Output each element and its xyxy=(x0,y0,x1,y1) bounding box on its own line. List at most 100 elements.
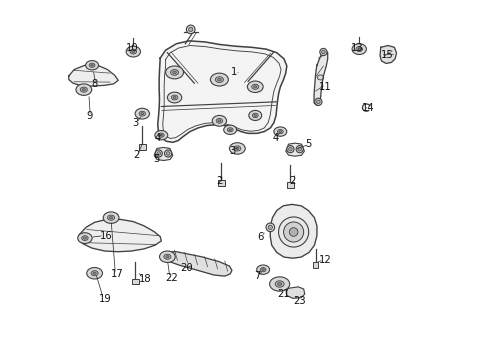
Ellipse shape xyxy=(235,147,239,150)
Text: 5: 5 xyxy=(152,154,159,164)
Circle shape xyxy=(316,100,320,104)
Ellipse shape xyxy=(227,128,233,132)
Ellipse shape xyxy=(273,127,286,136)
Ellipse shape xyxy=(76,84,92,95)
Text: 17: 17 xyxy=(111,269,123,279)
Text: 6: 6 xyxy=(257,232,263,242)
Text: 16: 16 xyxy=(100,231,112,240)
Ellipse shape xyxy=(261,269,264,271)
Polygon shape xyxy=(379,45,396,63)
Text: 18: 18 xyxy=(139,274,151,284)
Text: 21: 21 xyxy=(276,289,289,299)
Text: 2: 2 xyxy=(133,150,140,160)
Ellipse shape xyxy=(210,73,228,86)
Ellipse shape xyxy=(275,281,284,287)
Ellipse shape xyxy=(247,81,263,93)
Ellipse shape xyxy=(215,77,223,82)
Text: 20: 20 xyxy=(180,263,192,273)
Polygon shape xyxy=(69,65,118,86)
Circle shape xyxy=(283,222,303,242)
Text: 11: 11 xyxy=(319,82,331,93)
Circle shape xyxy=(289,228,297,236)
Polygon shape xyxy=(285,287,304,298)
Text: 7: 7 xyxy=(253,271,260,281)
Circle shape xyxy=(188,27,192,32)
Ellipse shape xyxy=(279,131,281,132)
Ellipse shape xyxy=(155,131,167,140)
Ellipse shape xyxy=(141,113,143,115)
Ellipse shape xyxy=(229,143,244,154)
Ellipse shape xyxy=(357,48,360,50)
Text: 15: 15 xyxy=(380,50,393,60)
Circle shape xyxy=(296,145,303,153)
Ellipse shape xyxy=(269,277,289,291)
Ellipse shape xyxy=(355,47,362,51)
Ellipse shape xyxy=(135,108,149,119)
Circle shape xyxy=(164,150,171,157)
Ellipse shape xyxy=(167,92,182,103)
FancyBboxPatch shape xyxy=(139,144,145,150)
Circle shape xyxy=(166,152,169,155)
Polygon shape xyxy=(313,50,327,105)
Circle shape xyxy=(314,98,321,105)
Ellipse shape xyxy=(171,95,178,100)
Polygon shape xyxy=(79,220,161,252)
Polygon shape xyxy=(270,204,316,258)
Circle shape xyxy=(278,217,308,247)
Ellipse shape xyxy=(260,267,265,272)
Ellipse shape xyxy=(91,271,98,276)
Ellipse shape xyxy=(253,86,256,88)
Circle shape xyxy=(297,147,301,151)
Ellipse shape xyxy=(248,111,261,121)
FancyBboxPatch shape xyxy=(312,262,318,268)
Ellipse shape xyxy=(165,256,169,258)
Text: 4: 4 xyxy=(154,133,160,143)
Ellipse shape xyxy=(85,60,99,70)
Text: 19: 19 xyxy=(99,294,112,304)
Ellipse shape xyxy=(165,66,183,79)
Ellipse shape xyxy=(160,134,163,136)
Ellipse shape xyxy=(91,64,93,66)
Circle shape xyxy=(157,152,160,155)
Circle shape xyxy=(319,48,326,55)
Ellipse shape xyxy=(218,120,221,122)
Circle shape xyxy=(186,25,195,34)
Ellipse shape xyxy=(81,236,88,240)
Ellipse shape xyxy=(83,237,86,239)
Text: 3: 3 xyxy=(229,145,235,156)
Circle shape xyxy=(155,150,162,157)
Circle shape xyxy=(288,147,292,151)
Ellipse shape xyxy=(173,96,176,99)
Text: 9: 9 xyxy=(86,111,92,121)
Ellipse shape xyxy=(216,118,222,123)
Ellipse shape xyxy=(172,71,176,74)
Text: 22: 22 xyxy=(165,273,178,283)
Circle shape xyxy=(286,145,293,153)
Ellipse shape xyxy=(351,44,366,54)
Ellipse shape xyxy=(82,89,85,91)
Ellipse shape xyxy=(251,84,258,89)
Polygon shape xyxy=(154,148,172,161)
Ellipse shape xyxy=(256,265,269,274)
Text: 5: 5 xyxy=(305,139,311,149)
Ellipse shape xyxy=(103,212,119,224)
Ellipse shape xyxy=(217,78,221,81)
Ellipse shape xyxy=(139,111,145,116)
Ellipse shape xyxy=(252,113,258,118)
Text: 2: 2 xyxy=(215,176,222,186)
Ellipse shape xyxy=(158,133,164,137)
Ellipse shape xyxy=(130,49,136,54)
Text: 23: 23 xyxy=(292,296,305,306)
Polygon shape xyxy=(285,143,304,156)
Ellipse shape xyxy=(107,215,114,220)
Text: 13: 13 xyxy=(351,43,363,53)
Ellipse shape xyxy=(93,272,96,274)
Text: 14: 14 xyxy=(362,103,374,113)
FancyBboxPatch shape xyxy=(131,279,139,284)
Text: 3: 3 xyxy=(132,118,139,128)
FancyBboxPatch shape xyxy=(286,182,293,188)
Ellipse shape xyxy=(109,216,112,219)
Circle shape xyxy=(267,225,272,229)
Text: 2: 2 xyxy=(289,176,295,186)
Ellipse shape xyxy=(80,87,87,92)
